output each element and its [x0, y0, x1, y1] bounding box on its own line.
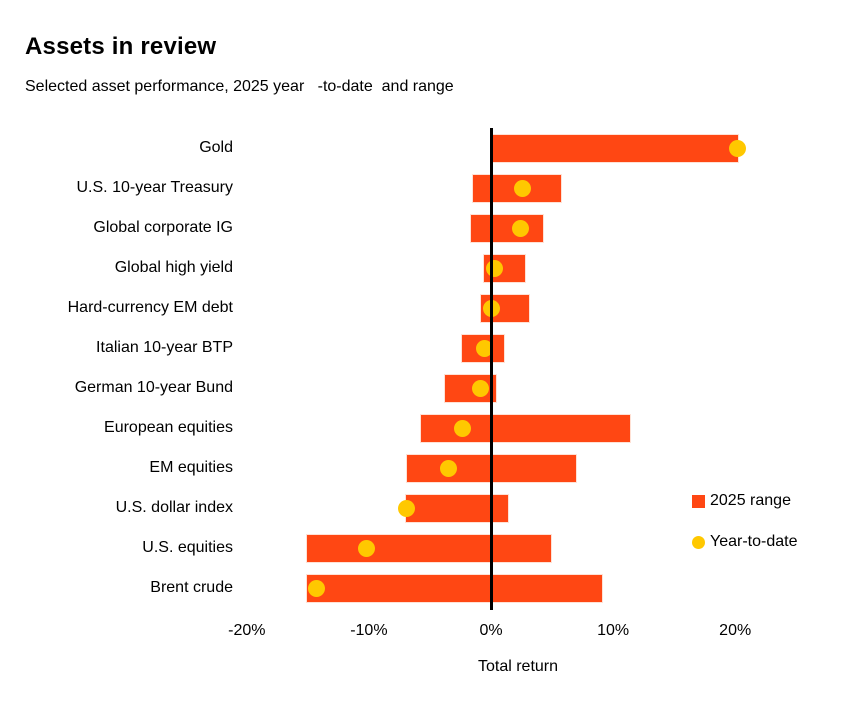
chart-subtitle: Selected asset performance, 2025 year -t…: [25, 78, 454, 95]
ytd-dot: [439, 459, 457, 477]
category-label: U.S. equities: [142, 539, 233, 556]
zero-axis-line: [489, 128, 493, 610]
range-bar: [306, 534, 551, 562]
category-label: European equities: [104, 419, 233, 436]
legend-label-ytd: Year-to-date: [710, 533, 798, 550]
x-tick-label: 10%: [597, 622, 630, 639]
category-label: Brent crude: [150, 579, 233, 596]
legend-item-range: 2025 range: [692, 491, 797, 511]
x-tick-label: -10%: [350, 622, 388, 639]
legend-label-range: 2025 range: [710, 492, 791, 509]
category-label: Global high yield: [114, 259, 233, 276]
range-bar: [471, 214, 544, 242]
range-bar: [405, 494, 509, 522]
category-label: Gold: [199, 139, 233, 156]
ytd-dot: [357, 539, 375, 557]
ytd-dot: [398, 499, 416, 517]
ytd-dot: [307, 579, 325, 597]
ytd-dot: [476, 339, 494, 357]
legend: 2025 range Year-to-date: [692, 491, 797, 552]
ytd-dot: [471, 379, 489, 397]
x-tick-label: -20%: [228, 622, 266, 639]
x-tick-label: 20%: [719, 622, 752, 639]
legend-item-ytd: Year-to-date: [692, 532, 797, 552]
category-label: U.S. 10-year Treasury: [76, 179, 234, 196]
range-bar: [421, 414, 631, 442]
category-label: Italian 10-year BTP: [96, 339, 233, 356]
chart-title: Assets in review: [25, 33, 217, 60]
category-label: Global corporate IG: [93, 219, 233, 236]
ytd-dot: [511, 219, 529, 237]
category-label: German 10-year Bund: [74, 379, 233, 396]
category-label: EM equities: [149, 459, 233, 476]
category-label: U.S. dollar index: [115, 499, 233, 516]
x-tick-label: 0%: [479, 622, 503, 639]
ytd-swatch-icon: [692, 535, 705, 549]
range-swatch-icon: [692, 494, 705, 508]
x-axis-title: Total return: [477, 658, 559, 675]
range-bar: [491, 134, 738, 162]
range-bar: [306, 574, 603, 602]
category-label: Hard-currency EM debt: [67, 299, 233, 316]
ytd-dot: [454, 419, 472, 437]
ytd-dot: [729, 139, 747, 157]
ytd-dot: [514, 179, 532, 197]
